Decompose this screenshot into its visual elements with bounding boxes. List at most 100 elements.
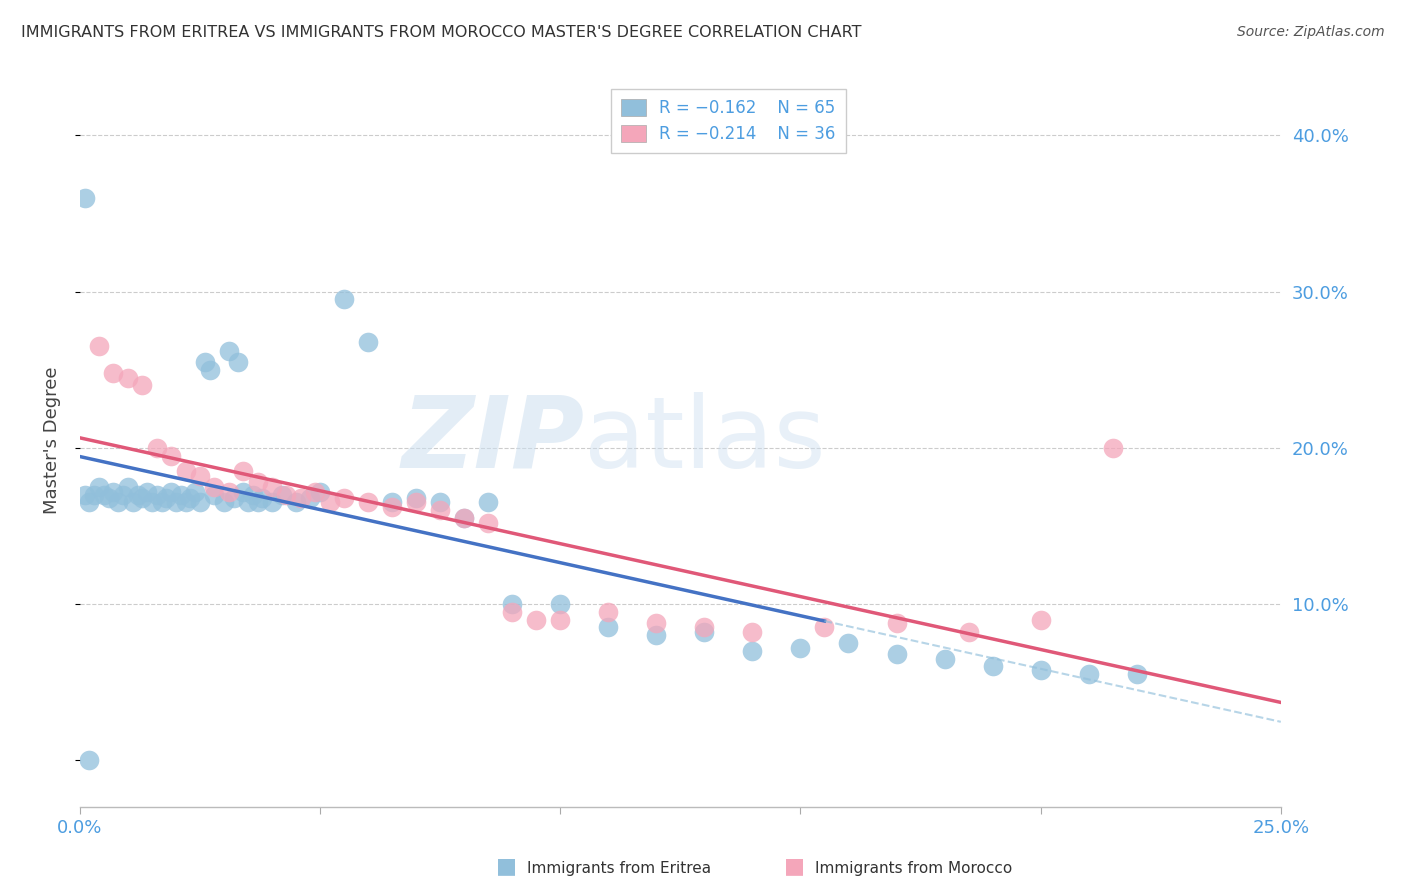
Point	[285, 495, 308, 509]
Point	[228, 355, 250, 369]
Point	[188, 495, 211, 509]
Point	[131, 491, 153, 505]
Point	[107, 495, 129, 509]
Point	[131, 378, 153, 392]
Point	[242, 488, 264, 502]
Point	[381, 500, 404, 515]
Point	[145, 441, 167, 455]
Point	[598, 620, 620, 634]
Point	[117, 480, 139, 494]
Point	[87, 480, 110, 494]
Point	[453, 511, 475, 525]
Text: Immigrants from Morocco: Immigrants from Morocco	[815, 861, 1012, 876]
Point	[73, 191, 96, 205]
Point	[1029, 613, 1052, 627]
Point	[837, 636, 859, 650]
Point	[477, 495, 499, 509]
Point	[198, 362, 221, 376]
Point	[260, 480, 283, 494]
Point	[141, 495, 163, 509]
Point	[548, 597, 571, 611]
Point	[136, 484, 159, 499]
Point	[357, 495, 380, 509]
Point	[202, 480, 225, 494]
Point	[165, 495, 187, 509]
Point	[741, 625, 763, 640]
Point	[304, 484, 326, 499]
Point	[117, 370, 139, 384]
Point	[290, 491, 312, 505]
Point	[270, 488, 292, 502]
Point	[501, 605, 523, 619]
Point	[103, 484, 125, 499]
Point	[97, 491, 120, 505]
Point	[524, 613, 547, 627]
Point	[222, 491, 245, 505]
Point	[813, 620, 835, 634]
Point	[598, 605, 620, 619]
Point	[309, 484, 332, 499]
Point	[645, 615, 668, 630]
Point	[188, 469, 211, 483]
Point	[693, 620, 716, 634]
Point	[121, 495, 143, 509]
Point	[789, 640, 811, 655]
Point	[160, 449, 183, 463]
Legend: R = −0.162    N = 65, R = −0.214    N = 36: R = −0.162 N = 65, R = −0.214 N = 36	[612, 88, 846, 153]
Text: ■: ■	[496, 856, 516, 876]
Point	[453, 511, 475, 525]
Point	[145, 488, 167, 502]
Point	[405, 495, 427, 509]
Point	[886, 647, 908, 661]
Point	[79, 753, 101, 767]
Point	[299, 491, 322, 505]
Point	[1077, 667, 1099, 681]
Point	[357, 334, 380, 349]
Point	[93, 488, 115, 502]
Point	[1029, 663, 1052, 677]
Point	[179, 491, 201, 505]
Point	[276, 488, 298, 502]
Point	[150, 495, 173, 509]
Point	[202, 488, 225, 502]
Point	[218, 343, 240, 358]
Point	[501, 597, 523, 611]
Point	[87, 339, 110, 353]
Point	[112, 488, 135, 502]
Point	[127, 488, 149, 502]
Point	[184, 484, 207, 499]
Point	[981, 659, 1004, 673]
Point	[73, 488, 96, 502]
Text: Immigrants from Eritrea: Immigrants from Eritrea	[527, 861, 711, 876]
Point	[934, 651, 956, 665]
Point	[645, 628, 668, 642]
Point	[212, 495, 235, 509]
Point	[194, 355, 217, 369]
Point	[174, 464, 197, 478]
Point	[429, 495, 451, 509]
Point	[1125, 667, 1147, 681]
Text: Source: ZipAtlas.com: Source: ZipAtlas.com	[1237, 25, 1385, 39]
Point	[252, 491, 274, 505]
Y-axis label: Master's Degree: Master's Degree	[44, 367, 60, 514]
Point	[333, 491, 356, 505]
Point	[83, 488, 105, 502]
Point	[232, 484, 254, 499]
Point	[160, 484, 183, 499]
Point	[1101, 441, 1123, 455]
Point	[260, 495, 283, 509]
Point	[236, 495, 259, 509]
Point	[477, 516, 499, 530]
Point	[246, 495, 269, 509]
Point	[218, 484, 240, 499]
Point	[79, 495, 101, 509]
Point	[957, 625, 980, 640]
Text: ZIP: ZIP	[401, 392, 585, 489]
Point	[693, 625, 716, 640]
Point	[170, 488, 193, 502]
Point	[333, 293, 356, 307]
Point	[405, 491, 427, 505]
Point	[548, 613, 571, 627]
Text: ■: ■	[785, 856, 804, 876]
Point	[103, 366, 125, 380]
